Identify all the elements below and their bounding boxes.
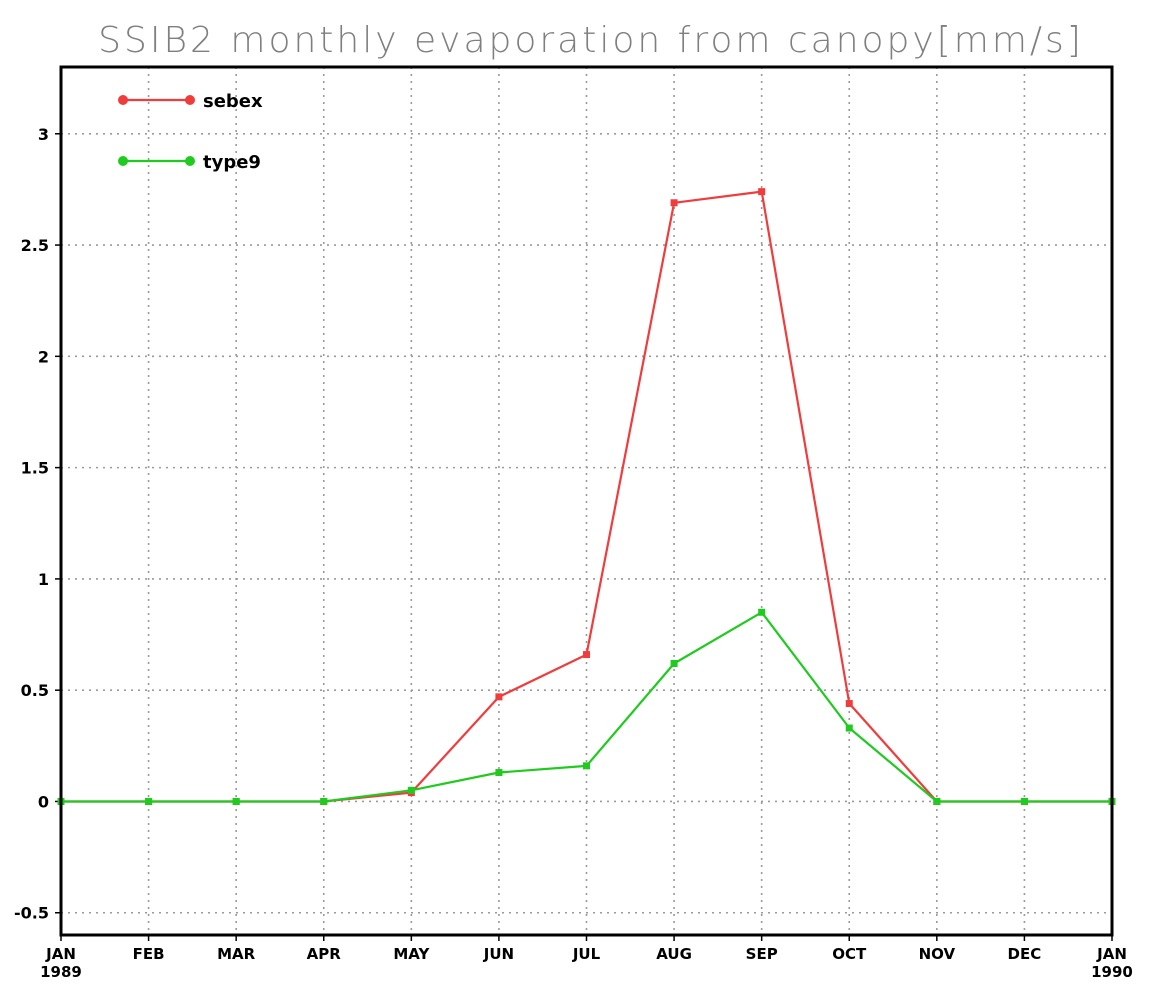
legend-label-type9: type9 bbox=[203, 152, 261, 173]
x-tick-label: FEB bbox=[133, 945, 165, 963]
data-point-sebex bbox=[845, 700, 853, 708]
data-point-type9 bbox=[407, 786, 415, 794]
x-tick-label: NOV bbox=[919, 945, 956, 963]
y-tick-label: 0.5 bbox=[21, 681, 49, 700]
x-tick-label: OCT bbox=[832, 945, 867, 963]
series-line-type9 bbox=[61, 611, 1112, 803]
data-point-sebex bbox=[758, 188, 766, 196]
x-tick-label: AUG bbox=[656, 945, 692, 963]
data-point-sebex bbox=[670, 199, 678, 207]
grid-lines bbox=[61, 67, 1112, 935]
data-point-type9 bbox=[320, 797, 328, 805]
x-tick-label: JUL bbox=[572, 945, 601, 963]
x-tick-sublabel: 1989 bbox=[40, 963, 82, 981]
x-tick-label: SEP bbox=[746, 945, 778, 963]
plot-frame bbox=[59, 65, 1114, 937]
x-tick-label: MAR bbox=[217, 945, 256, 963]
x-tick-sublabel: 1990 bbox=[1091, 963, 1133, 981]
data-point-type9 bbox=[495, 769, 503, 777]
data-point-type9 bbox=[670, 659, 678, 667]
y-tick-label: 2 bbox=[38, 347, 49, 366]
x-tick-label: JAN bbox=[1096, 945, 1127, 963]
y-tick-label: 1 bbox=[38, 570, 49, 589]
chart-title: SSIB2 monthly evaporation from canopy[mm… bbox=[98, 20, 1084, 61]
x-tick-label: JAN bbox=[45, 945, 76, 963]
y-tick-label: 0 bbox=[38, 792, 49, 811]
x-tick-label: MAY bbox=[393, 945, 430, 963]
data-point-type9 bbox=[758, 608, 766, 616]
data-point-type9 bbox=[145, 797, 153, 805]
x-tick-label: APR bbox=[307, 945, 342, 963]
data-point-sebex bbox=[583, 651, 590, 659]
legend-label-sebex: sebex bbox=[203, 91, 263, 112]
data-point-sebex bbox=[495, 693, 503, 701]
x-tick-label: JUN bbox=[483, 945, 514, 963]
legend-marker-type9 bbox=[185, 156, 195, 166]
y-tick-label: 2.5 bbox=[21, 236, 49, 255]
x-tick-label: DEC bbox=[1008, 945, 1042, 963]
data-point-type9 bbox=[232, 797, 240, 805]
y-tick-label: -0.5 bbox=[14, 904, 49, 923]
y-tick-label: 1.5 bbox=[21, 459, 49, 478]
legend: sebex type9 bbox=[118, 91, 263, 173]
y-tick-label: 3 bbox=[38, 125, 49, 144]
series-line-sebex bbox=[61, 190, 1112, 803]
legend-marker-sebex bbox=[185, 95, 195, 105]
data-point-type9 bbox=[933, 797, 941, 805]
data-point-type9 bbox=[583, 762, 590, 770]
data-point-type9 bbox=[845, 724, 853, 732]
legend-marker-type9 bbox=[118, 156, 128, 166]
legend-marker-sebex bbox=[118, 95, 128, 105]
data-point-type9 bbox=[1020, 797, 1028, 805]
